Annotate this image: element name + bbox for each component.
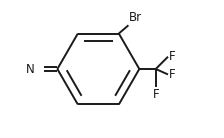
Text: F: F [152,88,159,101]
Text: F: F [169,68,176,81]
Text: F: F [169,50,176,63]
Text: Br: Br [129,11,142,24]
Text: N: N [26,63,34,75]
